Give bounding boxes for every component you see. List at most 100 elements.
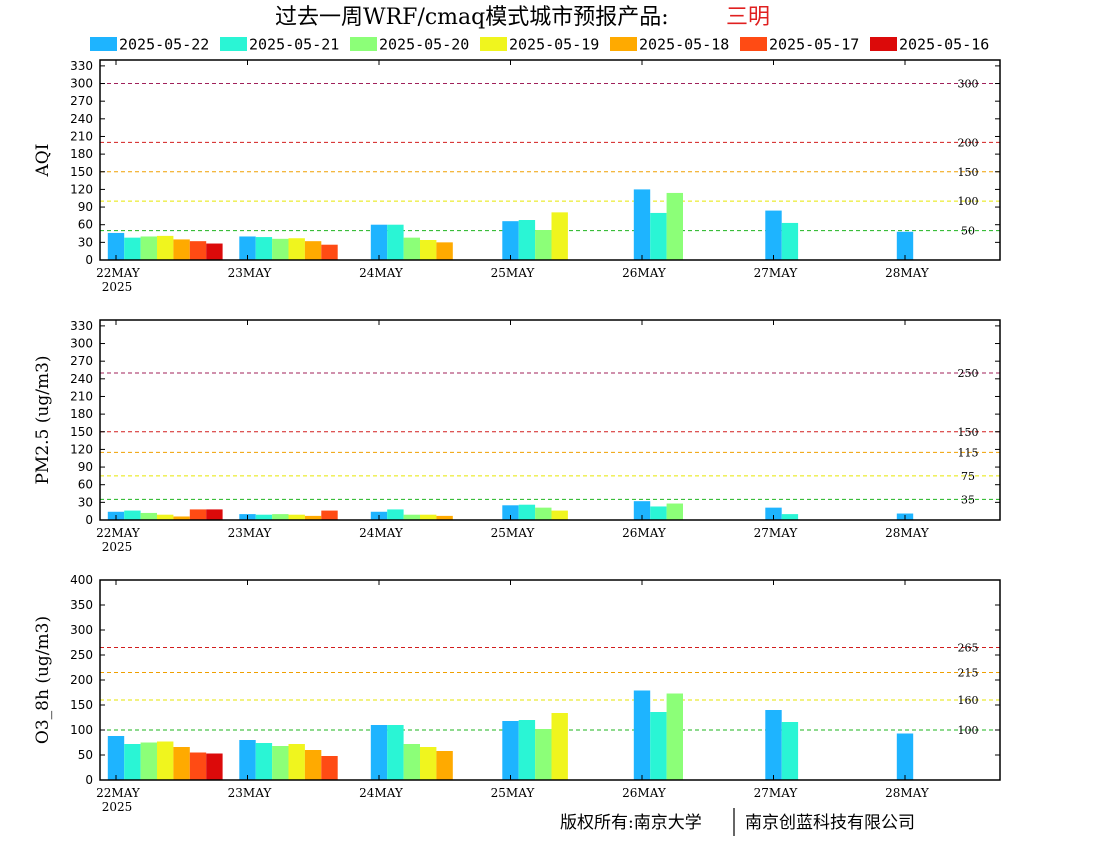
legend-label: 2025-05-19 xyxy=(509,36,599,54)
bar xyxy=(666,693,683,780)
bar xyxy=(239,236,256,260)
legend-swatch xyxy=(350,37,377,51)
x-tick-label: 22MAY xyxy=(96,266,141,280)
y-tick-label: 200 xyxy=(70,673,93,687)
bar xyxy=(272,514,289,520)
x-tick-label: 25MAY xyxy=(491,526,536,540)
reference-line-label: 150 xyxy=(958,426,979,439)
chart-title-main: 过去一周WRF/cmaq模式城市预报产品: xyxy=(275,5,669,30)
x-tick-label: 27MAY xyxy=(754,786,799,800)
reference-line-label: 115 xyxy=(958,446,979,459)
bar xyxy=(633,189,651,260)
x-tick-label: 23MAY xyxy=(228,266,273,280)
x-tick-label: 25MAY xyxy=(491,786,536,800)
bar xyxy=(189,752,207,780)
bar xyxy=(403,514,420,520)
bar xyxy=(420,747,437,780)
bar xyxy=(288,514,305,520)
y-tick-label: 240 xyxy=(70,372,93,386)
x-tick-label: 24MAY xyxy=(359,266,404,280)
y-tick-label: 250 xyxy=(70,648,93,662)
legend-label: 2025-05-17 xyxy=(769,36,859,54)
bar xyxy=(896,231,914,260)
legend-label: 2025-05-18 xyxy=(639,36,729,54)
y-tick-label: 90 xyxy=(78,460,93,474)
bar xyxy=(189,241,207,260)
y-tick-label: 330 xyxy=(70,59,93,73)
bar xyxy=(535,507,552,520)
bar xyxy=(765,710,782,780)
x-tick-label: 26MAY xyxy=(622,786,667,800)
legend-swatch xyxy=(90,37,117,51)
reference-line-label: 35 xyxy=(961,493,975,506)
bar xyxy=(321,756,338,780)
bar xyxy=(666,503,683,520)
y-tick-label: 150 xyxy=(70,165,93,179)
y-tick-label: 330 xyxy=(70,319,93,333)
bar xyxy=(157,235,174,260)
x-tick-label: 27MAY xyxy=(754,526,799,540)
x-tick-label: 28MAY xyxy=(885,526,930,540)
bar xyxy=(239,740,256,780)
bar xyxy=(551,510,568,520)
legend-swatch xyxy=(740,37,767,51)
footer-right-text: 南京创蓝科技有限公司 xyxy=(745,813,915,833)
bar xyxy=(255,514,273,520)
y-tick-label: 0 xyxy=(85,773,93,787)
bar xyxy=(370,725,388,780)
reference-line-label: 160 xyxy=(958,694,979,707)
x-tick-label: 25MAY xyxy=(491,266,536,280)
x-tick-label: 23MAY xyxy=(228,786,273,800)
x-tick-label: 28MAY xyxy=(885,266,930,280)
y-tick-label: 150 xyxy=(70,425,93,439)
y-axis-label: PM2.5 (ug/m3) xyxy=(33,355,53,484)
bar xyxy=(173,747,190,780)
bar xyxy=(370,224,388,260)
bar xyxy=(420,240,437,260)
bar xyxy=(896,733,914,780)
bar xyxy=(633,501,651,520)
x-tick-label: 22MAY xyxy=(96,786,141,800)
bar xyxy=(288,238,305,260)
y-tick-label: 270 xyxy=(70,354,93,368)
reference-line-label: 75 xyxy=(961,470,975,483)
bar xyxy=(206,509,223,520)
bar xyxy=(206,753,223,780)
chart-panel: 265 215 160 100 0 50 100 150 200 250 300 350 400 22MA… xyxy=(33,573,1001,814)
legend-swatch xyxy=(480,37,507,51)
bar xyxy=(551,212,568,260)
bar xyxy=(765,210,782,260)
footer-left-text: 版权所有:南京大学 xyxy=(560,813,702,833)
reference-line-label: 265 xyxy=(958,642,979,655)
bar xyxy=(140,236,157,260)
y-tick-label: 100 xyxy=(70,723,93,737)
bar xyxy=(255,237,273,260)
bar xyxy=(387,224,404,260)
chart-panel: 250 150 115 75 35 0 30 60 90 120 150 180 210 240 270 30… xyxy=(33,319,1001,554)
x-year-label: 2025 xyxy=(102,280,133,294)
y-tick-label: 400 xyxy=(70,573,93,587)
bar xyxy=(650,712,667,780)
bar xyxy=(518,720,536,780)
plot-frame xyxy=(99,59,1001,261)
chart-title: 过去一周WRF/cmaq模式城市预报产品: 三明 xyxy=(275,5,770,30)
x-tick-label: 28MAY xyxy=(885,786,930,800)
bar xyxy=(765,507,782,520)
bar xyxy=(436,751,453,780)
bar xyxy=(518,504,536,520)
bar xyxy=(633,690,651,780)
legend-swatch xyxy=(870,37,897,51)
y-tick-label: 60 xyxy=(78,478,93,492)
y-tick-label: 300 xyxy=(70,623,93,637)
legend: 2025-05-22 2025-05-21 2025-05-20 2025-05-19… xyxy=(90,36,989,54)
x-year-label: 2025 xyxy=(102,540,133,554)
reference-line-label: 100 xyxy=(958,195,979,208)
chart-panels: 3002001501005003060901201501802102402703… xyxy=(33,59,1001,814)
bar xyxy=(107,232,125,260)
x-tick-label: 24MAY xyxy=(359,526,404,540)
bar xyxy=(124,744,141,780)
y-tick-label: 180 xyxy=(70,147,93,161)
y-tick-label: 150 xyxy=(70,698,93,712)
bar xyxy=(321,244,338,260)
legend-label: 2025-05-22 xyxy=(119,36,209,54)
